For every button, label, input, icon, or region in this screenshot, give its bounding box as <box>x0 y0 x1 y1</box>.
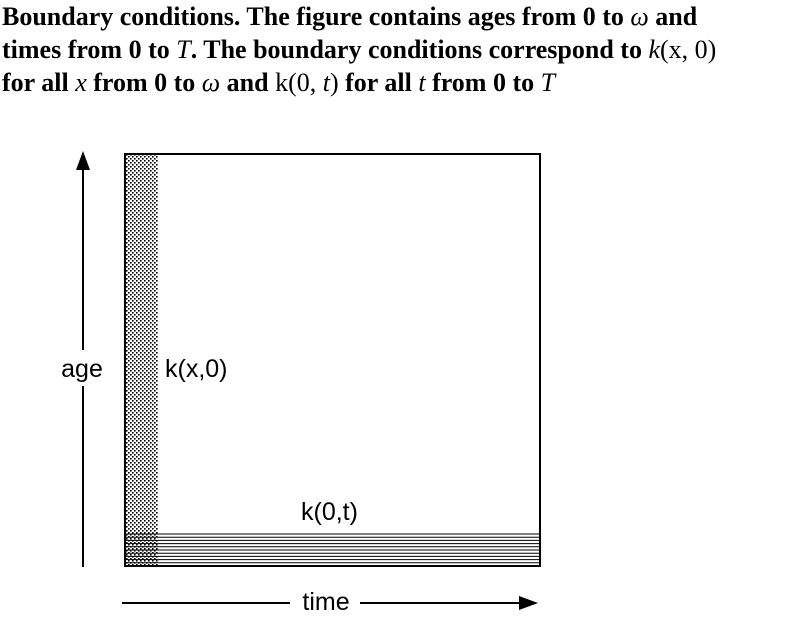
caption-t-symbol: t <box>418 68 426 97</box>
age-label-background <box>52 350 114 386</box>
time-axis-label: time <box>302 588 349 616</box>
age-boundary-strip <box>125 154 158 566</box>
figure-caption: Boundary conditions. The figure contains… <box>2 0 798 99</box>
time-arrowhead-icon <box>519 596 538 610</box>
caption-text: times from 0 to <box>2 35 177 64</box>
caption-text: Boundary conditions. The figure contains… <box>2 2 631 31</box>
domain-square-outline <box>124 153 541 567</box>
caption-line-3: for all x from 0 to ω and k(0, t) for al… <box>2 66 798 99</box>
caption-text: and <box>220 68 276 97</box>
domain-square <box>124 153 541 567</box>
caption-k-args: ) <box>329 68 339 97</box>
caption-t-symbol: t <box>322 68 330 97</box>
caption-T-symbol: T <box>540 68 556 97</box>
caption-text: from 0 to <box>425 68 541 97</box>
caption-line-2: times from 0 to T. The boundary conditio… <box>2 33 798 66</box>
caption-text: . The boundary conditions correspond to <box>190 35 649 64</box>
caption-k-symbol: k <box>275 68 289 97</box>
time-label-background <box>290 585 360 619</box>
caption-omega-symbol: ω <box>201 68 221 97</box>
age-arrowhead-icon <box>76 151 90 170</box>
caption-text: for all <box>338 68 419 97</box>
caption-x-symbol: x <box>75 68 87 97</box>
caption-k-args: (x, 0) <box>660 35 717 64</box>
time-boundary-label: k(0,t) <box>301 498 358 526</box>
caption-k-args: (0, <box>288 68 323 97</box>
caption-k-symbol: k <box>648 35 661 64</box>
caption-text: and <box>648 2 698 31</box>
caption-omega-symbol: ω <box>630 2 649 31</box>
age-axis-label: age <box>61 355 103 383</box>
caption-text: from 0 to <box>86 68 202 97</box>
caption-T-symbol: T <box>176 35 191 64</box>
age-boundary-label: k(x,0) <box>165 355 228 383</box>
caption-text: for all <box>2 68 76 97</box>
caption-line-1: Boundary conditions. The figure contains… <box>2 0 798 33</box>
